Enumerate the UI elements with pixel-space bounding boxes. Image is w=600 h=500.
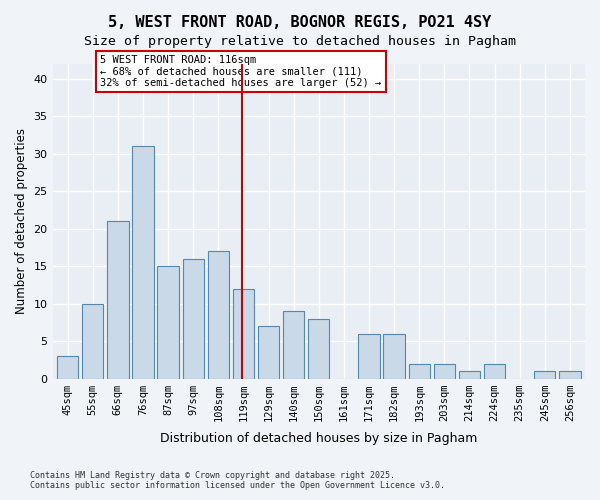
Bar [258, 326, 279, 378]
Bar [132, 146, 154, 378]
Bar [57, 356, 78, 378]
Bar [409, 364, 430, 378]
Text: 5 WEST FRONT ROAD: 116sqm
← 68% of detached houses are smaller (111)
32% of semi: 5 WEST FRONT ROAD: 116sqm ← 68% of detac… [100, 55, 382, 88]
Bar [107, 221, 128, 378]
Text: Contains HM Land Registry data © Crown copyright and database right 2025.
Contai: Contains HM Land Registry data © Crown c… [30, 470, 445, 490]
Bar [383, 334, 405, 378]
Text: 5, WEST FRONT ROAD, BOGNOR REGIS, PO21 4SY: 5, WEST FRONT ROAD, BOGNOR REGIS, PO21 4… [109, 15, 491, 30]
Y-axis label: Number of detached properties: Number of detached properties [15, 128, 28, 314]
Bar [233, 288, 254, 378]
Bar [82, 304, 103, 378]
Bar [308, 318, 329, 378]
Bar [434, 364, 455, 378]
Bar [208, 251, 229, 378]
Bar [559, 371, 581, 378]
Text: Size of property relative to detached houses in Pagham: Size of property relative to detached ho… [84, 35, 516, 48]
Bar [358, 334, 380, 378]
Bar [459, 371, 480, 378]
Bar [534, 371, 556, 378]
Bar [182, 258, 204, 378]
Bar [484, 364, 505, 378]
Bar [157, 266, 179, 378]
X-axis label: Distribution of detached houses by size in Pagham: Distribution of detached houses by size … [160, 432, 478, 445]
Bar [283, 311, 304, 378]
